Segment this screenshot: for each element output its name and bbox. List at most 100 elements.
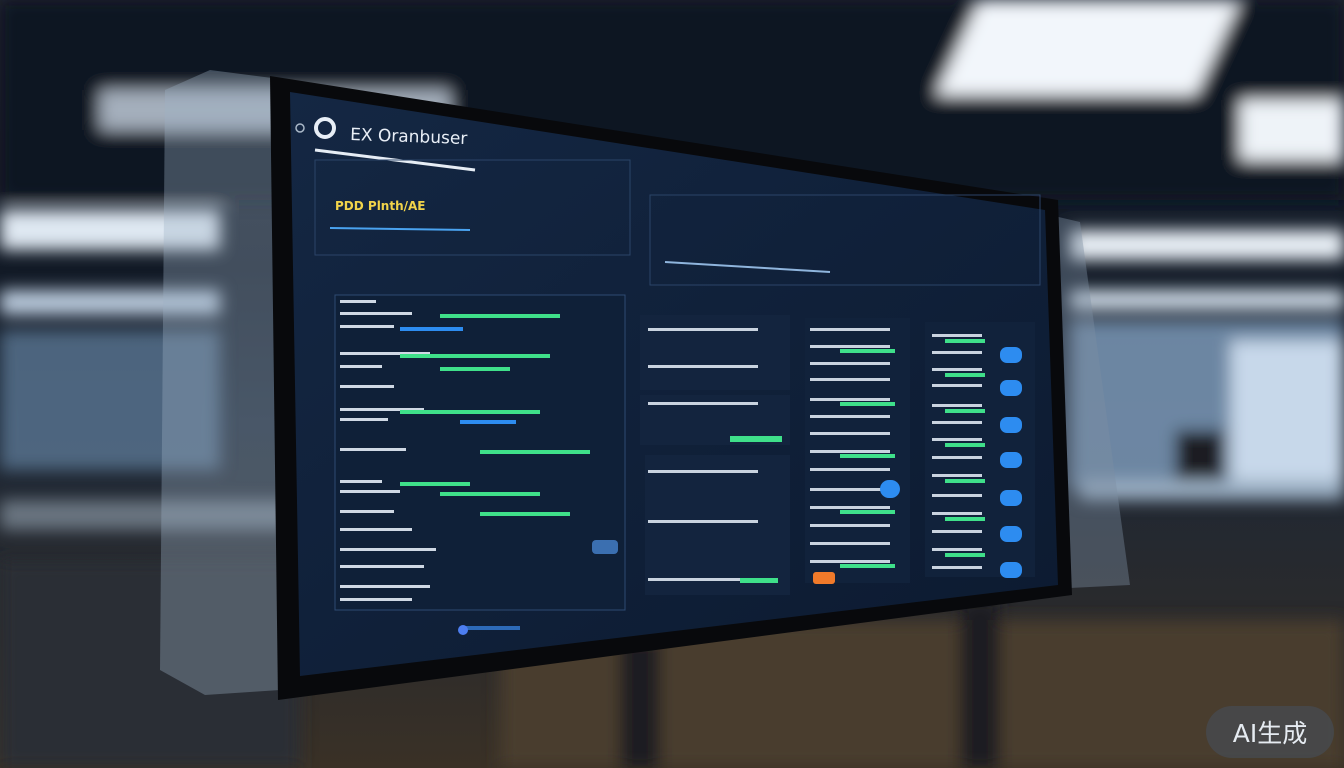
header-panel[interactable] bbox=[314, 159, 631, 256]
text-line bbox=[810, 345, 890, 348]
data-bar bbox=[400, 354, 550, 358]
text-line bbox=[340, 408, 424, 411]
glass-mount bbox=[160, 70, 280, 695]
data-bar bbox=[440, 314, 560, 318]
text-line bbox=[340, 565, 424, 568]
data-bar bbox=[480, 512, 570, 516]
mid-panel-3[interactable] bbox=[645, 455, 790, 595]
text-line bbox=[340, 448, 406, 451]
orange-status-badge bbox=[813, 572, 835, 584]
text-line bbox=[932, 351, 982, 354]
data-bar bbox=[440, 492, 540, 496]
text-line bbox=[932, 334, 982, 337]
text-line bbox=[340, 598, 412, 601]
text-line bbox=[932, 474, 982, 477]
data-bar bbox=[440, 367, 510, 371]
data-bar bbox=[840, 564, 895, 568]
data-bar bbox=[945, 553, 985, 557]
data-bar bbox=[945, 517, 985, 521]
text-line bbox=[810, 524, 890, 527]
text-line bbox=[932, 456, 982, 459]
logo-icon bbox=[314, 117, 336, 139]
data-bar bbox=[945, 409, 985, 413]
text-line bbox=[810, 362, 890, 365]
menu-icon bbox=[295, 123, 305, 133]
text-line bbox=[340, 585, 430, 588]
data-bar bbox=[945, 373, 985, 377]
text-line bbox=[810, 468, 890, 471]
data-bar bbox=[840, 510, 895, 514]
text-line bbox=[340, 510, 394, 513]
action-button bbox=[1000, 347, 1022, 363]
text-line bbox=[810, 542, 890, 545]
ai-generated-watermark: AI生成 bbox=[1206, 706, 1334, 758]
data-bar bbox=[945, 443, 985, 447]
data-bar bbox=[945, 339, 985, 343]
text-line bbox=[340, 480, 382, 483]
data-bar bbox=[460, 420, 516, 424]
text-line bbox=[932, 566, 982, 569]
text-line bbox=[932, 548, 982, 551]
action-button bbox=[1000, 526, 1022, 542]
text-line bbox=[340, 385, 394, 388]
action-button bbox=[1000, 417, 1022, 433]
action-button bbox=[1000, 562, 1022, 578]
data-bar bbox=[840, 349, 895, 353]
dashboard-ui: EX Oranbuser PDD Plnth/AE bbox=[295, 117, 1041, 635]
text-line bbox=[340, 300, 376, 303]
text-line bbox=[340, 490, 400, 493]
text-line bbox=[340, 352, 430, 355]
text-line bbox=[932, 421, 982, 424]
text-line bbox=[340, 548, 436, 551]
text-line bbox=[932, 368, 982, 371]
text-line bbox=[648, 365, 758, 368]
text-line bbox=[340, 312, 412, 315]
data-bar bbox=[400, 410, 540, 414]
text-line bbox=[340, 528, 412, 531]
text-line bbox=[648, 578, 758, 581]
text-line bbox=[810, 378, 890, 381]
data-bar bbox=[840, 454, 895, 458]
text-line bbox=[810, 450, 890, 453]
text-line bbox=[340, 325, 394, 328]
text-line bbox=[648, 520, 758, 523]
text-line bbox=[932, 530, 982, 533]
text-line bbox=[340, 365, 382, 368]
header-label: PDD Plnth/AE bbox=[335, 199, 426, 213]
action-button bbox=[592, 540, 618, 554]
text-line bbox=[810, 398, 890, 401]
data-bar bbox=[840, 402, 895, 406]
text-line bbox=[810, 560, 890, 563]
text-line bbox=[932, 384, 982, 387]
text-line bbox=[648, 328, 758, 331]
text-line bbox=[932, 494, 982, 497]
data-bar bbox=[730, 436, 782, 442]
text-line bbox=[932, 438, 982, 441]
action-button bbox=[880, 480, 900, 498]
data-bar bbox=[945, 479, 985, 483]
text-line bbox=[648, 402, 758, 405]
action-button bbox=[1000, 380, 1022, 396]
text-line bbox=[810, 506, 890, 509]
footer-slider[interactable] bbox=[460, 626, 520, 630]
slider-handle[interactable] bbox=[458, 625, 468, 635]
text-line bbox=[810, 328, 890, 331]
text-line bbox=[810, 432, 890, 435]
mid-panel-1[interactable] bbox=[640, 315, 790, 390]
action-button bbox=[1000, 452, 1022, 468]
action-button bbox=[1000, 490, 1022, 506]
text-line bbox=[810, 488, 890, 491]
data-bar bbox=[480, 450, 590, 454]
text-line bbox=[932, 404, 982, 407]
text-line bbox=[340, 418, 388, 421]
text-line bbox=[932, 512, 982, 515]
data-bar bbox=[400, 482, 470, 486]
text-line bbox=[810, 415, 890, 418]
text-line bbox=[648, 470, 758, 473]
data-bar bbox=[400, 327, 463, 331]
data-bar bbox=[740, 578, 778, 583]
summary-panel[interactable] bbox=[649, 194, 1041, 286]
